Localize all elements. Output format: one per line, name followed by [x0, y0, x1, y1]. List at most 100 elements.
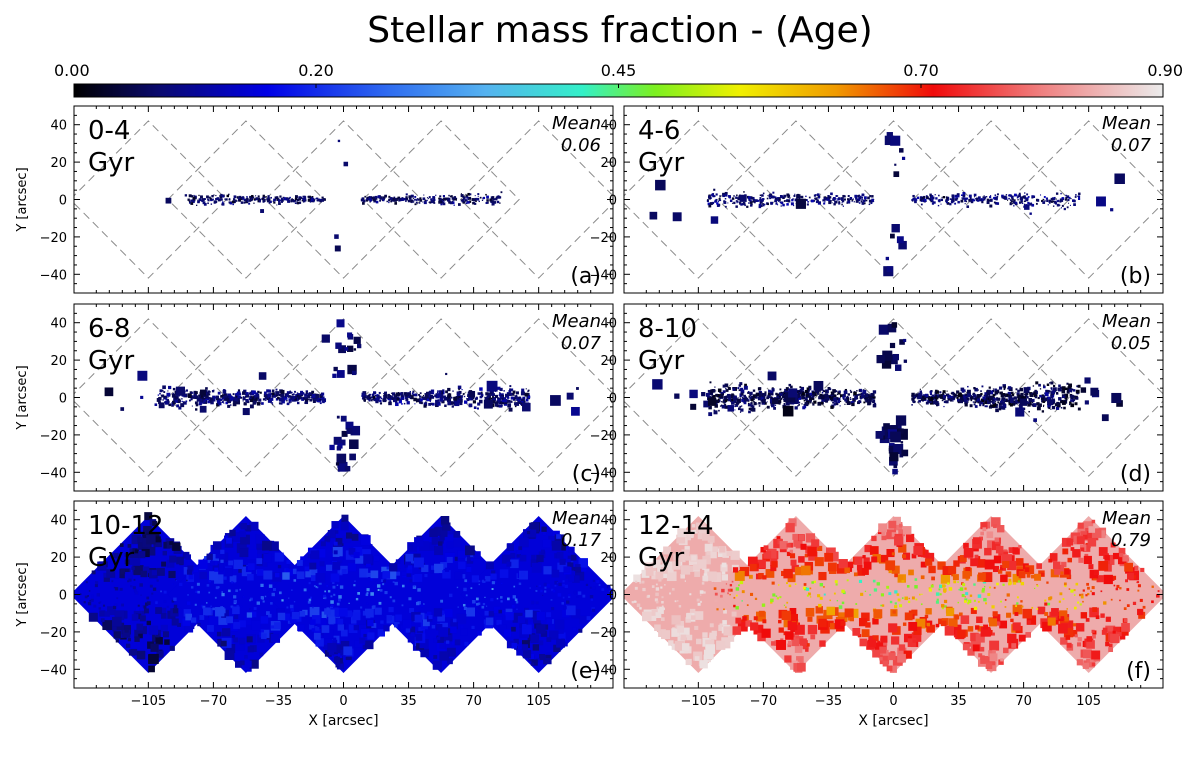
bin-cell: [789, 197, 791, 199]
bin-cell: [1058, 397, 1062, 401]
bin-cell: [1000, 400, 1003, 403]
bin-cell: [221, 640, 227, 647]
bin-cell: [290, 608, 294, 612]
bin-cell: [978, 198, 982, 202]
bin-cell: [813, 394, 816, 397]
bin-cell: [197, 200, 200, 204]
bin-cell: [408, 195, 412, 199]
bin-cell: [776, 400, 781, 405]
bin-cell: [992, 402, 997, 407]
bin-cell: [1070, 403, 1075, 408]
bin-cell: [414, 614, 423, 623]
bin-cell: [965, 197, 969, 200]
bin-cell: [415, 201, 418, 204]
bin-cell: [849, 389, 852, 392]
bin-cell: [409, 390, 411, 393]
bin-cell: [448, 199, 451, 202]
bin-cell: [983, 402, 985, 405]
bin-cell: [1023, 203, 1026, 205]
bin-cell: [134, 591, 139, 595]
bin-cell: [793, 194, 796, 197]
bin-cell: [840, 396, 842, 398]
bin-cell: [966, 205, 970, 208]
bin-cell: [405, 196, 408, 199]
bin-cell: [228, 589, 231, 593]
bin-cell: [215, 549, 225, 559]
bin-cell: [1001, 401, 1005, 405]
bin-cell: [764, 397, 766, 399]
bin-cell: [422, 619, 430, 627]
y-tick-label: 0: [59, 194, 67, 209]
bin-cell: [521, 644, 529, 651]
bin-cell: [114, 610, 125, 621]
bin-cell: [184, 394, 187, 396]
bin-cell: [922, 197, 926, 200]
bin-cell: [497, 398, 501, 402]
bin-cell: [436, 393, 441, 398]
bin-cell: [192, 566, 199, 573]
bin-cell: [213, 194, 215, 196]
bin-cell: [491, 581, 495, 585]
bin-cell: [808, 385, 812, 389]
bin-cell: [725, 387, 727, 390]
bin-cell: [478, 200, 480, 203]
bin-cell: [449, 593, 453, 598]
age-range-label: 8-10: [638, 314, 697, 344]
bin-cell: [302, 199, 306, 203]
bin-cell: [738, 384, 742, 387]
bin-cell: [921, 196, 924, 200]
bin-cell: [837, 391, 841, 395]
bin-cell: [226, 616, 233, 624]
bin-cell: [719, 391, 721, 394]
bin-cell: [457, 550, 466, 559]
bin-cell: [762, 192, 765, 195]
y-tick-label: 20: [50, 156, 67, 171]
bin-cell: [805, 393, 809, 397]
bin-cell: [384, 194, 387, 198]
bin-cell: [858, 196, 862, 200]
bin-cell: [818, 196, 820, 199]
bin-cell: [213, 200, 217, 204]
bin-cell: [719, 199, 722, 201]
bin-cell: [416, 601, 420, 606]
bin-cell: [291, 589, 293, 592]
bin-cell: [334, 581, 338, 585]
bin-cell: [754, 199, 758, 203]
bin-cell: [396, 571, 401, 576]
bin-cell: [289, 604, 294, 609]
bin-cell: [951, 196, 955, 199]
bin-cell: [214, 574, 224, 584]
bin-cell: [457, 385, 462, 390]
bin-cell: [181, 398, 183, 400]
bin-cell: [855, 199, 859, 203]
bin-cell: [703, 400, 711, 408]
bin-cell: [743, 191, 745, 193]
bin-cell: [526, 531, 531, 535]
bin-cell: [1084, 400, 1089, 405]
bin-cell: [205, 398, 207, 401]
bin-cell: [331, 521, 339, 529]
bin-cell: [541, 526, 547, 532]
bin-cell: [1058, 402, 1061, 405]
bin-cell: [740, 387, 744, 391]
bin-cell: [386, 615, 392, 621]
bin-cell: [247, 563, 255, 571]
bin-cell: [508, 403, 512, 407]
bin-cell: [514, 402, 518, 406]
bin-cell: [762, 399, 766, 403]
bin-cell: [403, 197, 406, 201]
bin-cell: [1056, 401, 1060, 405]
bin-cell: [380, 196, 383, 199]
bin-cell: [1043, 384, 1045, 386]
bin-cell: [931, 394, 935, 398]
bin-cell: [942, 390, 946, 394]
bin-cell: [546, 612, 552, 618]
bin-cell: [193, 200, 195, 202]
bin-cell: [929, 393, 933, 396]
bin-cell: [291, 198, 293, 200]
bin-cell: [329, 607, 340, 618]
bin-cell: [396, 398, 400, 401]
bin-cell: [1017, 199, 1019, 201]
bin-cell: [240, 396, 243, 399]
bin-cell: [173, 403, 175, 405]
